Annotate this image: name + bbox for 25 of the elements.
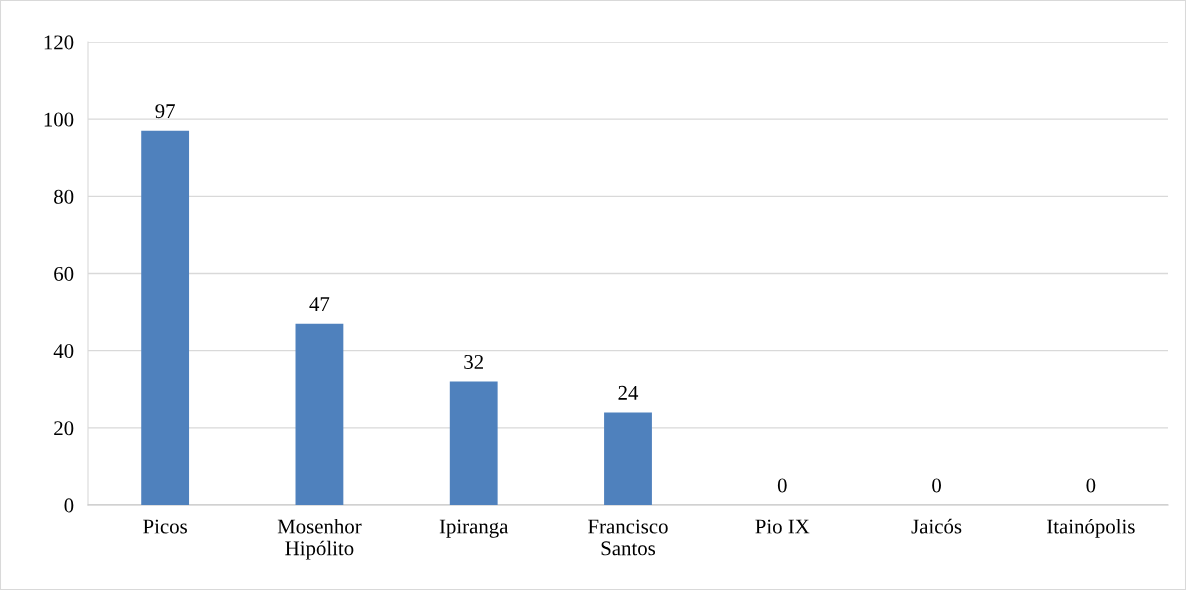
data-label: 0 <box>932 478 941 493</box>
bar <box>604 412 652 505</box>
x-tick-label: Pio IX <box>755 519 810 534</box>
y-tick-label: 80 <box>54 189 74 204</box>
x-tick-label: Picos <box>143 519 187 534</box>
bar <box>449 381 498 505</box>
y-tick-label: 60 <box>54 266 74 281</box>
x-tick-label: Ipiranga <box>439 519 509 538</box>
x-tick-label: Francisco Santos <box>588 519 668 556</box>
y-tick-label: 20 <box>54 421 74 436</box>
bar <box>295 323 344 505</box>
data-label: 24 <box>618 385 639 400</box>
data-label: 47 <box>309 297 330 311</box>
y-tick-label: 40 <box>53 344 74 359</box>
x-tick-label: Jaicós <box>911 518 962 534</box>
x-tick-label: Itainópolis <box>1047 518 1135 538</box>
y-tick-label: 120 <box>44 35 74 50</box>
data-label: 97 <box>155 104 175 119</box>
x-tick-label: Mosenhor Hipólito <box>277 518 362 560</box>
bar <box>141 130 190 505</box>
data-label: 0 <box>1086 478 1096 493</box>
data-label: 32 <box>464 354 483 369</box>
y-tick-label: 0 <box>64 498 74 513</box>
y-tick-label: 100 <box>44 112 74 127</box>
data-label: 0 <box>777 478 787 493</box>
